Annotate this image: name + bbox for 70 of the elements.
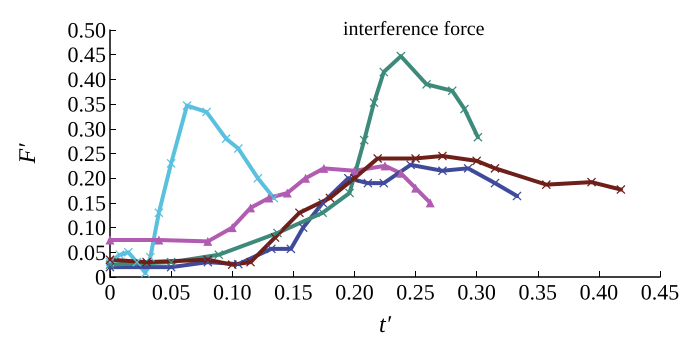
x-tick-label: 0.20 — [335, 280, 374, 304]
point — [350, 174, 359, 183]
point — [360, 136, 369, 145]
point — [166, 258, 176, 267]
point — [370, 98, 378, 108]
y-tick-label: 0.20 — [68, 166, 106, 191]
point — [379, 67, 388, 76]
point — [318, 198, 328, 208]
y-tick-label: 0.45 — [68, 42, 106, 68]
y-tick-label: 0.50 — [68, 18, 106, 42]
point — [490, 178, 500, 188]
point — [264, 193, 274, 202]
point — [319, 164, 328, 173]
point — [298, 223, 308, 232]
y-tick-label: 0.05 — [68, 240, 106, 265]
point — [438, 151, 447, 160]
point — [166, 158, 176, 168]
x-tick-label: 0.30 — [457, 280, 496, 304]
point — [266, 244, 276, 254]
point — [282, 188, 292, 198]
point — [222, 134, 231, 144]
point — [406, 160, 416, 170]
point — [464, 164, 473, 173]
y-tick-label: 0.10 — [68, 215, 106, 240]
x-axis-title: t′ — [379, 312, 392, 338]
point — [124, 248, 133, 257]
point — [246, 258, 256, 267]
point — [379, 178, 388, 188]
point — [142, 258, 152, 267]
x-tick-label: 0.15 — [274, 280, 313, 304]
x-tick-label: 0.35 — [518, 280, 558, 304]
point — [228, 223, 237, 232]
y-tick-label: 0.35 — [68, 92, 106, 117]
point — [132, 258, 142, 267]
point — [473, 132, 482, 142]
point — [154, 208, 164, 218]
point — [253, 174, 262, 183]
point — [616, 185, 626, 194]
y-tick-label: 0.15 — [68, 190, 106, 216]
point — [422, 80, 432, 89]
point — [140, 268, 150, 278]
point — [286, 244, 296, 254]
point — [203, 236, 212, 246]
point — [380, 161, 390, 170]
y-tick-label: 0.30 — [68, 116, 106, 142]
y-tick-label: 0.40 — [68, 66, 106, 92]
chart-title: interference force — [343, 18, 485, 40]
point — [363, 178, 372, 188]
point — [587, 178, 596, 187]
y-axis-title: F′ — [15, 142, 41, 164]
point — [411, 154, 420, 163]
point — [234, 144, 243, 154]
x-tick-label: 0.25 — [396, 280, 435, 304]
point — [228, 260, 237, 270]
point — [154, 235, 164, 244]
point — [294, 208, 304, 218]
y-tick-label: 0.25 — [68, 141, 106, 166]
point — [472, 156, 482, 166]
x-tick-label: 0.40 — [580, 280, 618, 304]
point — [318, 208, 328, 218]
point — [106, 255, 114, 264]
x-tick-label: 0.10 — [212, 280, 252, 304]
point — [426, 198, 435, 208]
point — [542, 180, 551, 190]
x-tick-label: 0.05 — [152, 280, 190, 304]
point — [490, 164, 500, 173]
point — [373, 154, 382, 163]
point — [438, 166, 447, 176]
point — [106, 235, 114, 244]
x-tick-label: 0.45 — [640, 280, 680, 304]
